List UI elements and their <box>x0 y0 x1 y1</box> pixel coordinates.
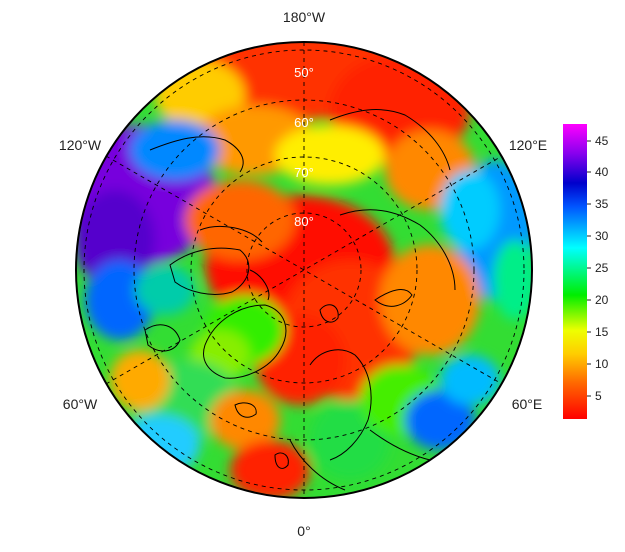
lat-label-60: 60° <box>294 115 314 130</box>
europe-coast <box>289 429 431 491</box>
lon-label-180w: 180°W <box>283 9 326 25</box>
colorbar-tick-15: 15 <box>595 325 609 339</box>
lat-label-50: 50° <box>294 65 314 80</box>
map-disk <box>76 42 532 498</box>
chukotka-coast <box>329 109 451 171</box>
lat-label-80: 80° <box>294 214 314 229</box>
colorbar-tick-45: 45 <box>595 134 609 148</box>
colorbar-ticks <box>587 140 591 397</box>
colorbar-tick-5: 5 <box>595 389 602 403</box>
colorbar-tick-20: 20 <box>595 293 609 307</box>
siberia-coast <box>339 209 456 291</box>
colorbar-tick-25: 25 <box>595 261 609 275</box>
lon-label-120e: 120°E <box>509 137 547 153</box>
scandinavia-coast <box>309 349 372 461</box>
svalbard <box>319 304 339 323</box>
graticule <box>83 42 525 498</box>
alaska-coast <box>149 136 244 173</box>
lon-label-60e: 60°E <box>512 396 543 412</box>
hudson-bay <box>144 324 181 352</box>
colorbar-tick-30: 30 <box>595 229 609 243</box>
greenland-outline <box>203 304 287 379</box>
lon-label-120w: 120°W <box>59 137 102 153</box>
colorbar-tick-10: 10 <box>595 357 609 371</box>
canada-arctic-islands <box>169 247 250 295</box>
uk-ireland <box>274 452 289 469</box>
map-boundary <box>75 41 533 499</box>
colorbar-tick-40: 40 <box>595 165 609 179</box>
coastlines <box>144 109 456 491</box>
lat-circle-80 <box>246 212 362 328</box>
colorbar-gradient <box>563 124 587 419</box>
lon-label-0: 0° <box>297 523 310 539</box>
iceland <box>234 402 257 418</box>
lon-label-60w: 60°W <box>63 396 98 412</box>
novaya-zemlya <box>374 289 413 307</box>
canada-arctic-islands-2 <box>199 225 270 301</box>
lat-label-70: 70° <box>294 165 314 180</box>
colorbar-tick-35: 35 <box>595 197 609 211</box>
colorbar: 45 40 35 30 25 20 15 10 5 <box>563 124 609 419</box>
